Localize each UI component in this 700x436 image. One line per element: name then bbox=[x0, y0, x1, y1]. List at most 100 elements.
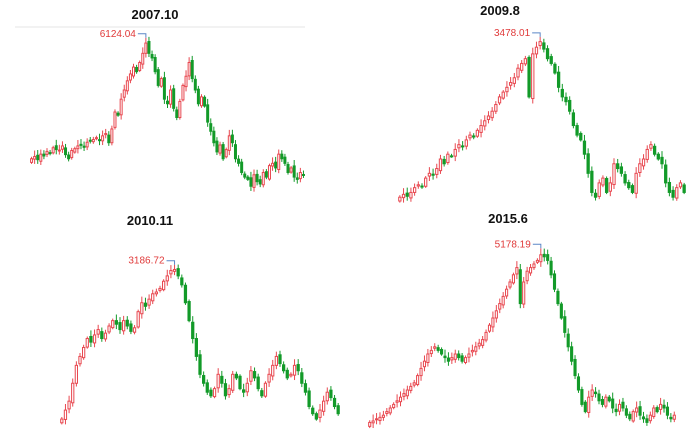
candle-up bbox=[271, 162, 275, 167]
candle-down bbox=[129, 323, 133, 332]
candle-down bbox=[246, 176, 250, 180]
candle-down bbox=[436, 347, 440, 351]
candle-up bbox=[172, 268, 177, 272]
candle-down bbox=[193, 78, 197, 91]
candle-up bbox=[74, 364, 78, 384]
chart-title: 2015.6 bbox=[488, 211, 528, 226]
candle-down bbox=[292, 165, 296, 178]
candle-down bbox=[252, 371, 257, 379]
candle-up bbox=[464, 139, 468, 147]
candle-up bbox=[409, 385, 413, 391]
candle-down bbox=[630, 185, 635, 193]
candle-down bbox=[682, 184, 686, 193]
candle-down bbox=[527, 56, 531, 98]
candle-down bbox=[571, 112, 576, 127]
candle-down bbox=[295, 177, 299, 180]
candle-up bbox=[398, 396, 403, 403]
candle-down bbox=[300, 372, 304, 384]
candle-up bbox=[672, 414, 676, 420]
candle-up bbox=[392, 403, 396, 409]
candle-down bbox=[443, 355, 447, 359]
candle-up bbox=[659, 403, 663, 410]
candle-down bbox=[54, 145, 58, 151]
candle-up bbox=[325, 391, 329, 402]
candle-up bbox=[641, 158, 646, 167]
candle-down bbox=[583, 401, 587, 413]
candle-down bbox=[191, 321, 195, 340]
candle-down bbox=[660, 156, 664, 165]
chart-panel-2007-10: 2007.10 6124.04 bbox=[15, 7, 305, 192]
candle-down bbox=[662, 404, 666, 409]
candle-up bbox=[398, 196, 402, 202]
candle-up bbox=[477, 342, 481, 347]
candle-down bbox=[627, 181, 631, 189]
candle-up bbox=[675, 187, 679, 199]
candle-up bbox=[539, 254, 543, 263]
candle-down bbox=[221, 144, 225, 160]
candle-down bbox=[67, 154, 71, 160]
candle-up bbox=[597, 182, 601, 197]
candle-down bbox=[180, 277, 184, 286]
candle-up bbox=[103, 332, 108, 340]
candle-down bbox=[89, 335, 93, 343]
candle-down bbox=[586, 153, 590, 174]
candle-down bbox=[542, 42, 546, 50]
candle-down bbox=[205, 382, 209, 393]
candle-down bbox=[549, 56, 553, 64]
candle-up bbox=[119, 98, 123, 116]
candle-down bbox=[183, 284, 188, 304]
candle-down bbox=[623, 174, 627, 184]
candle-down bbox=[552, 273, 557, 290]
candle-down bbox=[420, 185, 424, 188]
candle-up bbox=[216, 373, 220, 389]
candle-up bbox=[494, 310, 498, 319]
candle-up bbox=[159, 78, 163, 87]
candle-down bbox=[570, 346, 574, 362]
candle-down bbox=[190, 60, 194, 80]
candle-down bbox=[607, 396, 611, 402]
candle-down bbox=[206, 104, 210, 123]
candle-down bbox=[223, 383, 228, 397]
candle-up bbox=[165, 275, 169, 282]
candle-up bbox=[122, 320, 126, 332]
candle-up bbox=[162, 280, 166, 291]
candle-up bbox=[678, 182, 683, 188]
candle-down bbox=[88, 139, 92, 142]
candle-up bbox=[322, 400, 326, 412]
candle-up bbox=[245, 382, 249, 393]
chart-panel-2010-11: 2010.11 3186.72 bbox=[60, 213, 340, 425]
candle-down bbox=[579, 132, 583, 141]
candle-up bbox=[110, 128, 114, 144]
candle-down bbox=[116, 112, 120, 116]
candle-up bbox=[158, 287, 162, 291]
candle-up bbox=[111, 320, 115, 329]
candle-down bbox=[449, 155, 454, 158]
candle-up bbox=[520, 62, 524, 71]
chart-title: 2010.11 bbox=[127, 213, 173, 228]
candle-up bbox=[388, 407, 392, 414]
candle-down bbox=[153, 57, 157, 73]
candle-down bbox=[457, 353, 461, 359]
candle-down bbox=[580, 389, 584, 405]
candle-down bbox=[187, 301, 191, 322]
candle-down bbox=[652, 145, 657, 155]
candle-down bbox=[621, 401, 625, 409]
candle-down bbox=[614, 408, 618, 413]
candle-up bbox=[512, 77, 516, 84]
candle-up bbox=[498, 303, 502, 310]
candle-up bbox=[505, 86, 509, 93]
candle-down bbox=[274, 161, 278, 169]
candle-up bbox=[181, 84, 185, 101]
candle-up bbox=[57, 149, 61, 152]
candle-up bbox=[141, 52, 145, 65]
candle-up bbox=[652, 407, 656, 417]
candle-up bbox=[635, 407, 639, 413]
candle-down bbox=[641, 416, 646, 420]
candle-up bbox=[453, 148, 457, 157]
candle-down bbox=[238, 375, 242, 390]
candle-down bbox=[431, 173, 435, 176]
candle-up bbox=[63, 409, 68, 420]
candle-up bbox=[249, 370, 253, 382]
candle-up bbox=[487, 324, 492, 332]
candle-down bbox=[472, 135, 476, 138]
